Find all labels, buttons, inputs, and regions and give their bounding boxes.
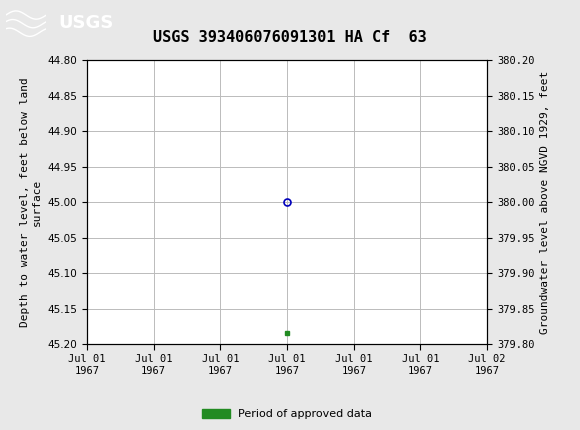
Legend: Period of approved data: Period of approved data xyxy=(197,404,377,424)
Text: USGS 393406076091301 HA Cf  63: USGS 393406076091301 HA Cf 63 xyxy=(153,30,427,45)
Y-axis label: Depth to water level, feet below land
surface: Depth to water level, feet below land su… xyxy=(20,77,42,327)
Y-axis label: Groundwater level above NGVD 1929, feet: Groundwater level above NGVD 1929, feet xyxy=(540,71,550,334)
Text: USGS: USGS xyxy=(58,14,113,31)
